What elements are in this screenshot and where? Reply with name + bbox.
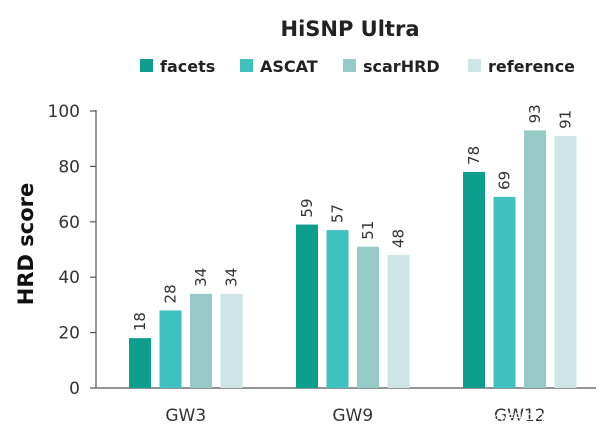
- legend-swatch-reference: [468, 59, 481, 72]
- bar-facets-GW12: [463, 171, 485, 388]
- y-tick-label: 0: [69, 379, 80, 399]
- data-label-ASCAT-GW12: 69: [496, 171, 514, 190]
- data-label-reference-GW3: 34: [223, 268, 241, 287]
- data-label-scarHRD-GW9: 51: [359, 221, 377, 240]
- bar-marks: [129, 130, 577, 388]
- bar-reference-GW3: [220, 293, 243, 388]
- category-labels: GW3 GW9 GW12: [165, 406, 545, 426]
- y-tick-label: 60: [58, 213, 80, 233]
- data-label-facets-GW12: 78: [465, 146, 483, 165]
- chart-title: HiSNP Ultra: [281, 17, 420, 41]
- legend-swatch-facets: [140, 59, 153, 72]
- y-tick-label: 20: [58, 324, 80, 344]
- data-label-reference-GW12: 91: [557, 110, 575, 129]
- legend-label-facets: facets: [160, 57, 215, 76]
- watermark-text: 知乎 @钥石云科技: [457, 411, 582, 429]
- legend-label-reference: reference: [488, 57, 575, 76]
- data-labels: 18 28 34 34 59 57 51 48 78 69 93 91: [131, 104, 575, 331]
- data-label-facets-GW9: 59: [298, 198, 316, 217]
- legend: facets ASCAT scarHRD reference: [140, 57, 575, 76]
- bar-ASCAT-GW9: [326, 230, 349, 388]
- data-label-scarHRD-GW12: 93: [526, 104, 544, 123]
- bar-scarHRD-GW9: [357, 246, 379, 388]
- category-label-GW3: GW3: [165, 406, 206, 426]
- legend-label-scarHRD: scarHRD: [363, 57, 440, 76]
- bar-facets-GW9: [296, 224, 318, 388]
- data-label-ASCAT-GW9: 57: [329, 204, 347, 223]
- data-label-ASCAT-GW3: 28: [162, 284, 180, 303]
- y-tick-label: 100: [48, 102, 80, 122]
- bar-scarHRD-GW3: [190, 293, 212, 388]
- bar-facets-GW3: [129, 338, 151, 388]
- legend-swatch-ASCAT: [240, 59, 253, 72]
- legend-swatch-scarHRD: [343, 59, 356, 72]
- y-axis-ticks: 0 20 40 60 80 100: [48, 102, 96, 399]
- y-axis-title: HRD score: [14, 183, 38, 305]
- bar-reference-GW9: [387, 255, 410, 388]
- bar-ASCAT-GW12: [493, 196, 516, 388]
- bar-reference-GW12: [554, 135, 577, 388]
- category-label-GW12: GW12: [494, 406, 546, 426]
- y-tick-label: 80: [58, 157, 80, 177]
- y-tick-label: 40: [58, 268, 80, 288]
- bar-scarHRD-GW12: [524, 130, 546, 388]
- bar-ASCAT-GW3: [159, 310, 182, 388]
- category-label-GW9: GW9: [332, 406, 373, 426]
- legend-label-ASCAT: ASCAT: [260, 57, 318, 76]
- data-label-facets-GW3: 18: [131, 312, 149, 331]
- data-label-reference-GW9: 48: [390, 229, 408, 248]
- data-label-scarHRD-GW3: 34: [192, 268, 210, 287]
